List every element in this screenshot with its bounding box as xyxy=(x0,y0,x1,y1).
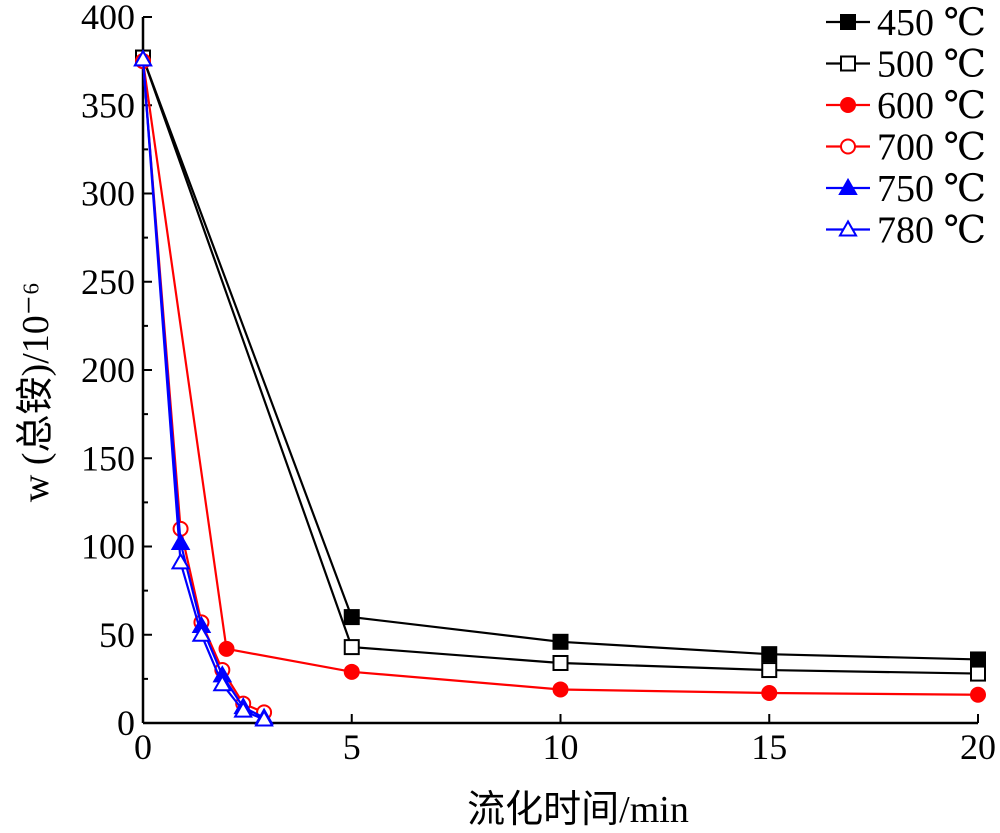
data-point-square xyxy=(970,651,986,668)
data-point-triangle xyxy=(233,700,253,718)
data-point-circle xyxy=(840,97,856,113)
y-tick-label: 50 xyxy=(99,615,135,655)
y-tick-label: 150 xyxy=(81,438,135,478)
x-tick-label: 5 xyxy=(343,727,361,767)
legend-entry: 750 ℃ xyxy=(826,168,986,210)
series xyxy=(133,49,274,727)
series-layer xyxy=(133,49,986,727)
data-point-square xyxy=(840,55,856,72)
legend-label: 600 ℃ xyxy=(877,85,986,127)
data-point-square xyxy=(761,662,778,679)
data-point-square xyxy=(343,639,360,656)
data-point-circle xyxy=(552,681,569,698)
legend-label: 700 ℃ xyxy=(877,127,986,169)
data-point-triangle xyxy=(191,624,212,642)
data-point-square xyxy=(552,654,569,671)
data-point-triangle xyxy=(212,674,233,692)
data-point-square xyxy=(552,633,569,650)
legend-label: 780 ℃ xyxy=(877,210,986,252)
data-point-circle xyxy=(970,686,986,703)
data-point-triangle xyxy=(838,219,858,237)
legend-entry: 700 ℃ xyxy=(826,127,986,169)
x-tick-label: 10 xyxy=(543,727,579,767)
legend-entry: 500 ℃ xyxy=(826,44,986,86)
data-point-triangle xyxy=(170,552,191,570)
y-tick-label: 0 xyxy=(117,703,135,743)
data-point-circle xyxy=(840,138,856,155)
legend-entry: 780 ℃ xyxy=(826,210,986,252)
data-point-square xyxy=(840,14,856,30)
y-tick-label: 250 xyxy=(81,262,135,302)
data-point-circle xyxy=(761,684,778,701)
legend-label: 750 ℃ xyxy=(877,168,986,210)
data-point-triangle xyxy=(170,532,191,551)
series xyxy=(135,49,986,682)
y-axis-title: w (总铵)/10⁻⁶ xyxy=(15,282,57,502)
x-tick-label: 15 xyxy=(751,727,787,767)
x-tick-label: 20 xyxy=(960,727,996,767)
x-axis-ticks: 0 5 10 15 20 xyxy=(134,714,996,767)
data-point-square xyxy=(970,665,986,682)
y-axis-ticks: 0 50 100 150 200 250 300 350 400 xyxy=(81,0,152,743)
data-point-triangle xyxy=(133,49,153,67)
y-tick-label: 400 xyxy=(81,0,135,37)
data-point-circle xyxy=(218,640,235,657)
series-line xyxy=(141,60,979,696)
y-tick-label: 100 xyxy=(81,527,135,567)
y-tick-label: 200 xyxy=(81,350,135,390)
series xyxy=(135,49,986,668)
data-point-triangle xyxy=(838,177,858,196)
data-point-square xyxy=(343,609,360,626)
y-tick-label: 350 xyxy=(81,85,135,125)
x-axis-title: 流化时间/min xyxy=(467,789,689,831)
legend-label: 450 ℃ xyxy=(877,2,986,44)
data-point-circle xyxy=(343,663,360,680)
data-point-triangle xyxy=(254,709,274,727)
legend-label: 500 ℃ xyxy=(877,44,986,86)
data-point-square xyxy=(761,646,778,663)
x-tick-label: 0 xyxy=(134,727,152,767)
legend-entry: 450 ℃ xyxy=(826,2,986,44)
y-tick-label: 300 xyxy=(81,174,135,214)
plot-frame xyxy=(141,17,978,725)
legend-entry: 600 ℃ xyxy=(826,85,986,127)
